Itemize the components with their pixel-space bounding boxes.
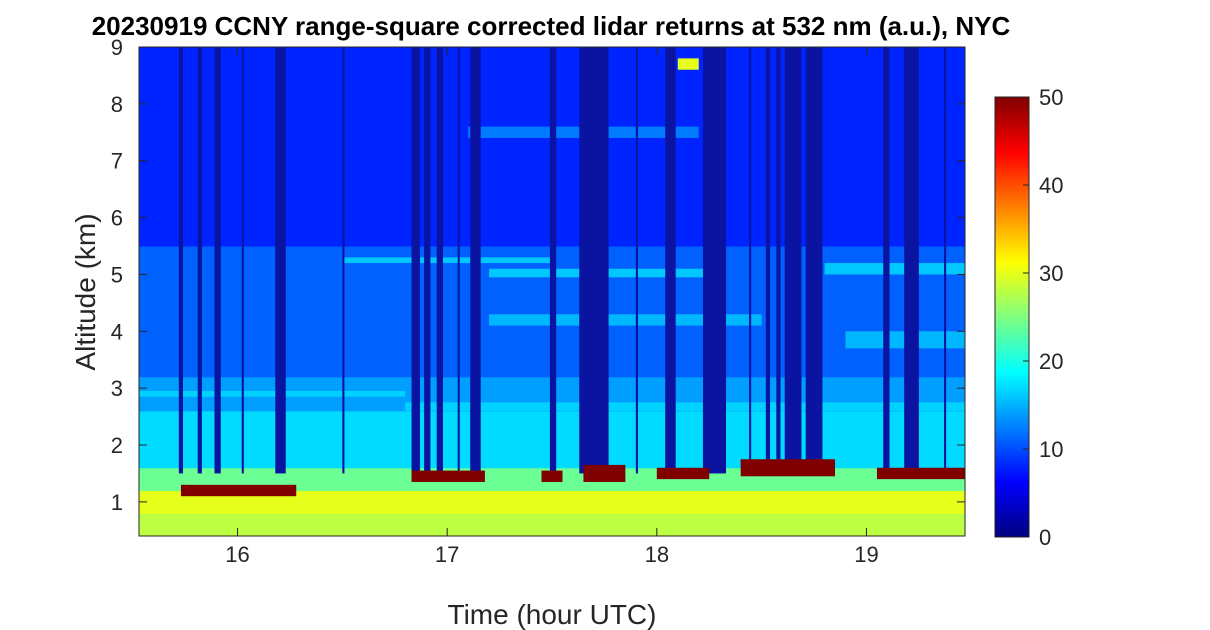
cloud-return-7	[677, 58, 699, 70]
aerosol-layer-4	[824, 263, 965, 275]
cloud-return-2	[541, 470, 563, 482]
dropout-column-22	[904, 47, 919, 474]
x-axis-label: Time (hour UTC)	[448, 599, 657, 630]
aerosol-layer-5	[489, 314, 762, 326]
dropout-column-20	[805, 47, 823, 474]
colorbar-frame	[994, 96, 1030, 538]
dropout-column-10	[470, 47, 481, 474]
dropout-column-5	[342, 47, 345, 474]
altitude-band-0	[139, 513, 965, 536]
dropout-column-9	[457, 47, 460, 474]
y-tick-label-8: 9	[111, 35, 123, 60]
cloud-return-1	[411, 470, 485, 482]
dropout-column-19	[784, 47, 802, 474]
y-axis-label: Altitude (km)	[70, 213, 101, 370]
colorbar-gradient	[995, 97, 1029, 537]
x-tick-label-2: 18	[645, 542, 669, 567]
y-tick-label-5: 6	[111, 206, 123, 231]
chart-title: 20230919 CCNY range-square corrected lid…	[92, 11, 1011, 41]
dropout-column-8	[436, 47, 443, 474]
x-tick-label-3: 19	[854, 542, 878, 567]
aerosol-layer-0	[139, 391, 406, 397]
dropout-column-3	[241, 47, 244, 474]
dropout-column-16	[749, 47, 752, 474]
colorbar-tick-label-2: 20	[1039, 349, 1063, 374]
dropout-column-2	[214, 47, 221, 474]
x-tick-label-1: 17	[435, 542, 459, 567]
y-tick-label-4: 5	[111, 262, 123, 287]
y-tick-label-1: 2	[111, 433, 123, 458]
cloud-return-4	[656, 467, 710, 480]
cloud-return-5	[740, 459, 836, 477]
dropout-column-4	[275, 47, 286, 474]
dropout-column-7	[424, 47, 431, 474]
dropout-column-14	[665, 47, 676, 474]
colorbar-tick-label-3: 30	[1039, 261, 1063, 286]
colorbar-ticks: 0 10 20 30 40 50	[1023, 85, 1063, 550]
signal-dropouts	[178, 47, 947, 474]
dropout-column-13	[635, 47, 638, 474]
dropout-column-0	[178, 47, 184, 474]
dropout-column-6	[411, 47, 420, 474]
y-tick-label-2: 3	[111, 376, 123, 401]
dropout-column-23	[944, 47, 947, 474]
colorbar-tick-label-0: 0	[1039, 525, 1051, 550]
colorbar-tick-label-5: 50	[1039, 85, 1063, 110]
plot-frame	[138, 46, 966, 537]
altitude-band-1	[139, 490, 965, 514]
y-axis-ticks: 1 2 3 4 5 6 7 8 9	[111, 35, 965, 515]
dropout-column-21	[883, 47, 890, 474]
dropout-column-17	[765, 47, 771, 474]
cloud-return-6	[876, 467, 965, 480]
y-tick-label-3: 4	[111, 319, 123, 344]
aerosol-layer-2	[342, 257, 552, 264]
cloud-return-3	[583, 464, 626, 482]
colorbar: 0 10 20 30 40 50	[994, 85, 1063, 550]
dropout-column-18	[776, 47, 781, 474]
plot-area	[139, 47, 965, 536]
y-tick-label-7: 8	[111, 92, 123, 117]
y-tick-label-6: 7	[111, 149, 123, 174]
cloud-returns	[180, 58, 965, 497]
y-tick-label-0: 1	[111, 490, 123, 515]
dropout-column-1	[197, 47, 202, 474]
colorbar-tick-label-4: 40	[1039, 173, 1063, 198]
x-axis-ticks: 16 17 18 19	[225, 47, 879, 567]
dropout-column-12	[579, 47, 609, 474]
dropout-column-15	[702, 47, 727, 474]
x-tick-label-0: 16	[225, 542, 249, 567]
colorbar-tick-label-1: 10	[1039, 437, 1063, 462]
dropout-column-11	[549, 47, 557, 474]
aerosol-layer-1	[405, 402, 965, 411]
cloud-return-0	[180, 484, 297, 497]
